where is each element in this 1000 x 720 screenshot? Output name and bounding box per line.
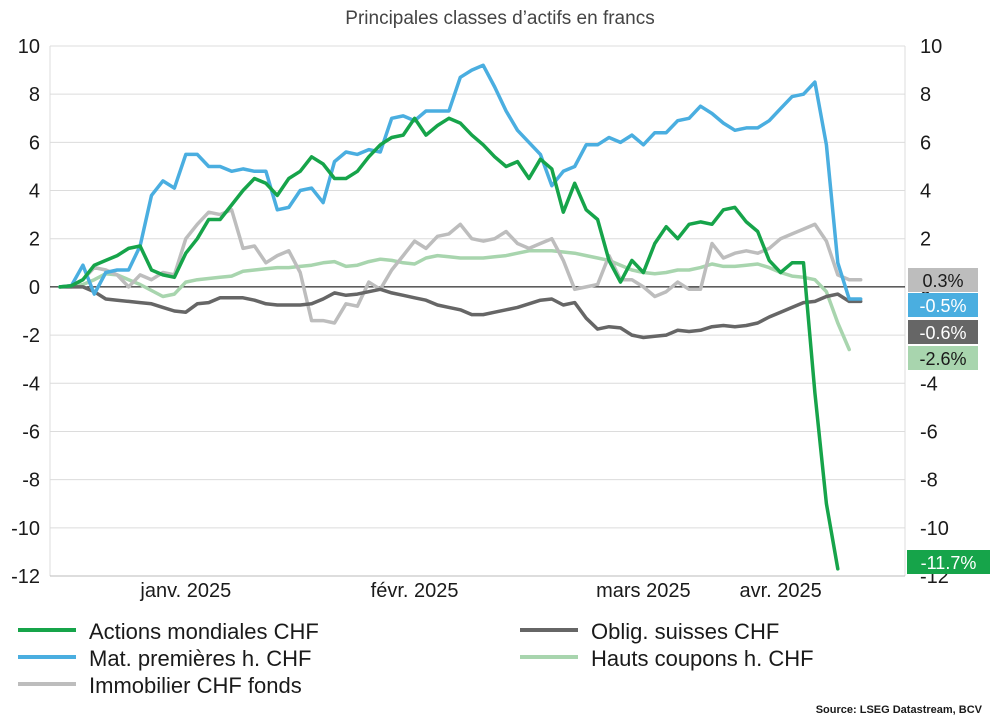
- x-tick-label: mars 2025: [596, 580, 691, 602]
- end-label: -0.6%: [919, 323, 966, 343]
- legend-label: Actions mondiales CHF: [89, 619, 319, 644]
- y-tick-label-right: -10: [920, 518, 949, 540]
- y-tick-label-left: -8: [22, 470, 40, 492]
- y-tick-label-left: 10: [18, 36, 40, 58]
- end-label-box: [908, 293, 978, 317]
- end-label-box: [908, 346, 978, 370]
- end-label-box: [907, 550, 990, 574]
- y-tick-label-left: -12: [11, 566, 40, 588]
- y-tick-label-left: 0: [29, 277, 40, 299]
- x-tick-label: févr. 2025: [371, 580, 459, 602]
- y-tick-label-left: 4: [29, 181, 40, 203]
- end-label: -0.5%: [919, 296, 966, 316]
- y-tick-label-left: -2: [22, 325, 40, 347]
- end-label-box: [908, 268, 978, 292]
- y-tick-label-right: -8: [920, 470, 938, 492]
- series-line-1: [58, 63, 863, 301]
- y-tick-label-right: 2: [920, 229, 931, 251]
- end-labels: 0.3% -0.5% -0.6% -2.6% -11.7%: [907, 268, 990, 574]
- series-line-2: [58, 208, 863, 325]
- series-line-3: [58, 285, 863, 340]
- y-tick-label-left: -6: [22, 421, 40, 443]
- legend-label: Hauts coupons h. CHF: [591, 646, 814, 671]
- legend: Actions mondiales CHF Oblig. suisses CHF M…: [18, 619, 814, 698]
- y-tick-label-right: 10: [920, 36, 942, 58]
- series-line-0: [58, 116, 840, 571]
- y-tick-label-left: 8: [29, 84, 40, 106]
- y-tick-label-left: -4: [22, 373, 40, 395]
- y-tick-label-left: 2: [29, 229, 40, 251]
- y-tick-label-left: -10: [11, 518, 40, 540]
- x-tick-label: janv. 2025: [139, 580, 231, 602]
- series-line-4: [58, 249, 851, 352]
- legend-label: Mat. premières h. CHF: [89, 646, 312, 671]
- y-tick-label-right: 8: [920, 84, 931, 106]
- chart-title: Principales classes d’actifs en francs: [345, 8, 654, 29]
- y-tick-label-right: -6: [920, 421, 938, 443]
- end-label: -11.7%: [921, 553, 977, 573]
- y-tick-label-right: 6: [920, 132, 931, 154]
- legend-label: Immobilier CHF fonds: [89, 673, 302, 698]
- y-tick-label-right: -4: [920, 373, 938, 395]
- end-label-box: [908, 320, 978, 344]
- end-label: 0.3%: [922, 271, 963, 291]
- source-note: Source: LSEG Datastream, BCV: [816, 704, 983, 716]
- legend-label: Oblig. suisses CHF: [591, 619, 779, 644]
- y-tick-label-right: 4: [920, 181, 931, 203]
- end-label: -2.6%: [919, 349, 966, 369]
- series-lines: [58, 63, 863, 571]
- y-tick-label-left: 6: [29, 132, 40, 154]
- x-tick-label: avr. 2025: [739, 580, 821, 602]
